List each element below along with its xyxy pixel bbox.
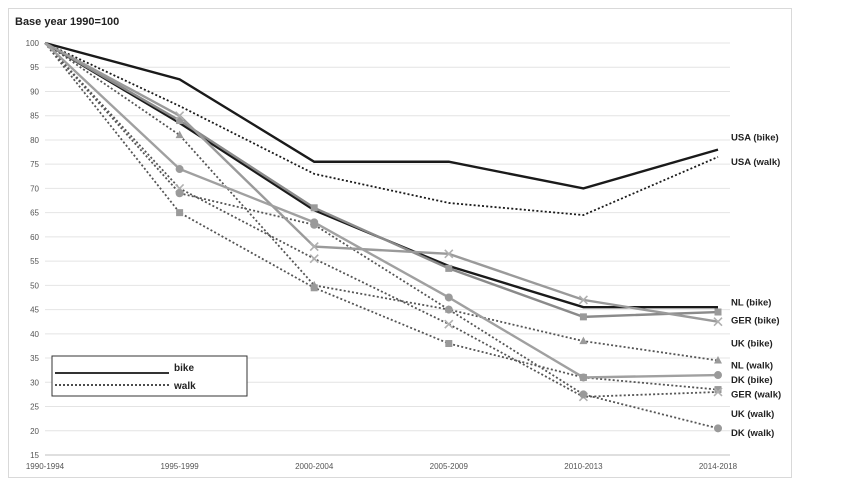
series-line-ger-bike [44, 41, 719, 319]
marker-square [445, 264, 453, 272]
y-tick-label: 30 [30, 378, 39, 387]
marker-square [714, 386, 722, 394]
series-label: USA (bike) [731, 133, 779, 144]
series-line-ger-walk [44, 42, 719, 391]
marker-square [310, 204, 318, 212]
y-tick-label: 95 [30, 63, 39, 72]
y-tick-label: 20 [30, 427, 39, 436]
marker-circle [714, 424, 722, 433]
series-line-nl-walk [44, 42, 719, 362]
x-tick-label: 2014-2018 [699, 462, 738, 471]
line-chart: Base year 1990=100 15 20 25 30 35 40 45 50 55 60 6… [15, 16, 781, 471]
x-tick-label: 2000-2004 [295, 462, 334, 471]
marker-triangle [579, 336, 588, 345]
series-label: DK (bike) [731, 375, 773, 386]
series-label: GER (bike) [731, 315, 780, 326]
series-line-usa-walk [44, 42, 719, 216]
y-tick-label: 85 [30, 112, 39, 121]
y-tick-label: 70 [30, 184, 39, 193]
series-line-dk-walk [44, 42, 719, 430]
marker-x [175, 111, 185, 121]
marker-circle [579, 390, 588, 399]
y-tick-label: 100 [26, 39, 40, 48]
y-tick-label: 75 [30, 160, 39, 169]
x-tick-label: 2005-2009 [430, 462, 469, 471]
marker-square [714, 308, 722, 316]
series-labels: USA (bike) USA (walk) NL (bike) GER (bike) U… [731, 133, 781, 440]
marker-x [444, 319, 454, 329]
marker-circle [175, 189, 184, 198]
marker-circle [714, 371, 722, 380]
marker-x [713, 387, 723, 397]
y-tick-label: 15 [30, 451, 39, 460]
series-label: UK (bike) [731, 339, 773, 350]
series-lines [44, 41, 719, 430]
series-line-nl-bike [44, 41, 718, 309]
chart-title: Base year 1990=100 [15, 16, 119, 28]
marker-circle [310, 218, 319, 227]
marker-x [713, 317, 723, 327]
series-line-uk-bike [44, 41, 719, 323]
grid-lines [45, 42, 730, 456]
x-tick-label: 1990-1994 [26, 462, 65, 471]
marker-circle [175, 165, 184, 174]
series-label: NL (walk) [731, 360, 773, 371]
legend-label-walk: walk [173, 381, 196, 392]
marker-circle [579, 373, 588, 382]
marker-x [578, 295, 588, 305]
series-markers [175, 111, 723, 433]
marker-x [444, 249, 454, 259]
series-line-usa-bike [44, 41, 719, 190]
y-tick-label: 50 [30, 281, 39, 290]
legend: bike walk [51, 355, 248, 397]
marker-square [579, 313, 587, 321]
series-line-uk-walk [44, 42, 719, 398]
x-tick-label: 1995-1999 [160, 462, 199, 471]
marker-triangle [714, 355, 722, 364]
y-tick-label: 65 [30, 209, 39, 218]
series-label: NL (bike) [731, 297, 771, 308]
y-tick-label: 60 [30, 233, 39, 242]
y-tick-label: 80 [30, 136, 39, 145]
series-label: USA (walk) [731, 157, 780, 168]
y-tick-label: 90 [30, 87, 39, 96]
y-tick-label: 35 [30, 354, 39, 363]
marker-circle [444, 293, 453, 302]
x-axis-ticks: 1990-1994 1995-1999 2000-2004 2005-2009 2010… [26, 462, 738, 471]
marker-triangle [175, 130, 184, 139]
series-label: DK (walk) [731, 428, 774, 439]
y-axis-ticks: 15 20 25 30 35 40 45 50 55 60 65 70 75 80 85 90 95 100 [26, 39, 40, 460]
series-label: GER (walk) [731, 389, 781, 400]
y-tick-label: 40 [30, 330, 39, 339]
chart-frame: Base year 1990=100 15 20 25 30 35 40 45 50 55 60 6… [8, 8, 792, 478]
marker-square [310, 284, 318, 292]
y-tick-label: 55 [30, 257, 39, 266]
y-tick-label: 45 [30, 306, 39, 315]
marker-square [445, 340, 453, 348]
marker-square [176, 117, 184, 125]
marker-x [309, 254, 319, 264]
marker-x [309, 242, 319, 252]
y-tick-label: 25 [30, 403, 39, 412]
series-label: UK (walk) [731, 409, 774, 420]
series-line-dk-bike [44, 42, 719, 379]
legend-label-bike: bike [174, 363, 194, 374]
x-tick-label: 2010-2013 [564, 462, 603, 471]
marker-square [176, 209, 184, 217]
legend-box [51, 355, 248, 397]
marker-circle [444, 305, 453, 314]
